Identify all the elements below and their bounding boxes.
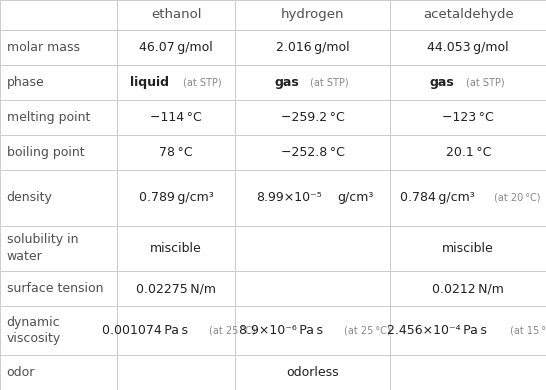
- Text: surface tension: surface tension: [7, 282, 103, 295]
- Text: 0.02275 N/m: 0.02275 N/m: [136, 282, 216, 295]
- Text: viscosity: viscosity: [7, 333, 61, 346]
- Text: 78 °C: 78 °C: [159, 145, 193, 159]
- Text: gas: gas: [274, 76, 299, 89]
- Text: −259.2 °C: −259.2 °C: [281, 111, 345, 124]
- Text: 8.99×10⁻⁵: 8.99×10⁻⁵: [256, 191, 322, 204]
- Text: 46.07 g/mol: 46.07 g/mol: [139, 41, 213, 54]
- Text: g/cm³: g/cm³: [337, 191, 373, 204]
- Text: miscible: miscible: [442, 242, 494, 255]
- Text: miscible: miscible: [150, 242, 202, 255]
- Text: (at 15 °C): (at 15 °C): [508, 326, 546, 335]
- Text: 8.9×10⁻⁶ Pa s: 8.9×10⁻⁶ Pa s: [239, 324, 323, 337]
- Text: molar mass: molar mass: [7, 41, 80, 54]
- Text: (at STP): (at STP): [464, 77, 505, 87]
- Text: hydrogen: hydrogen: [281, 8, 345, 21]
- Text: 20.1 °C: 20.1 °C: [446, 145, 491, 159]
- Text: water: water: [7, 250, 42, 263]
- Text: −114 °C: −114 °C: [150, 111, 202, 124]
- Text: density: density: [7, 191, 52, 204]
- Text: 0.001074 Pa s: 0.001074 Pa s: [102, 324, 188, 337]
- Text: gas: gas: [430, 76, 454, 89]
- Text: odorless: odorless: [286, 366, 339, 379]
- Text: 2.016 g/mol: 2.016 g/mol: [276, 41, 349, 54]
- Text: dynamic: dynamic: [7, 316, 60, 329]
- Text: (at 25 °C): (at 25 °C): [342, 326, 391, 335]
- Text: (at 25 °C): (at 25 °C): [207, 326, 256, 335]
- Text: phase: phase: [7, 76, 44, 89]
- Text: −252.8 °C: −252.8 °C: [281, 145, 345, 159]
- Text: 44.053 g/mol: 44.053 g/mol: [428, 41, 509, 54]
- Text: liquid: liquid: [130, 76, 169, 89]
- Text: solubility in: solubility in: [7, 233, 78, 246]
- Text: (at STP): (at STP): [308, 77, 349, 87]
- Text: −123 °C: −123 °C: [442, 111, 494, 124]
- Text: (at 20 °C): (at 20 °C): [492, 193, 541, 203]
- Text: melting point: melting point: [7, 111, 90, 124]
- Text: acetaldehyde: acetaldehyde: [423, 8, 514, 21]
- Text: ethanol: ethanol: [151, 8, 201, 21]
- Text: 0.789 g/cm³: 0.789 g/cm³: [139, 191, 213, 204]
- Text: 0.0212 N/m: 0.0212 N/m: [432, 282, 504, 295]
- Text: odor: odor: [7, 366, 35, 379]
- Text: 2.456×10⁻⁴ Pa s: 2.456×10⁻⁴ Pa s: [387, 324, 487, 337]
- Text: 0.784 g/cm³: 0.784 g/cm³: [400, 191, 474, 204]
- Text: (at STP): (at STP): [181, 77, 222, 87]
- Text: boiling point: boiling point: [7, 145, 84, 159]
